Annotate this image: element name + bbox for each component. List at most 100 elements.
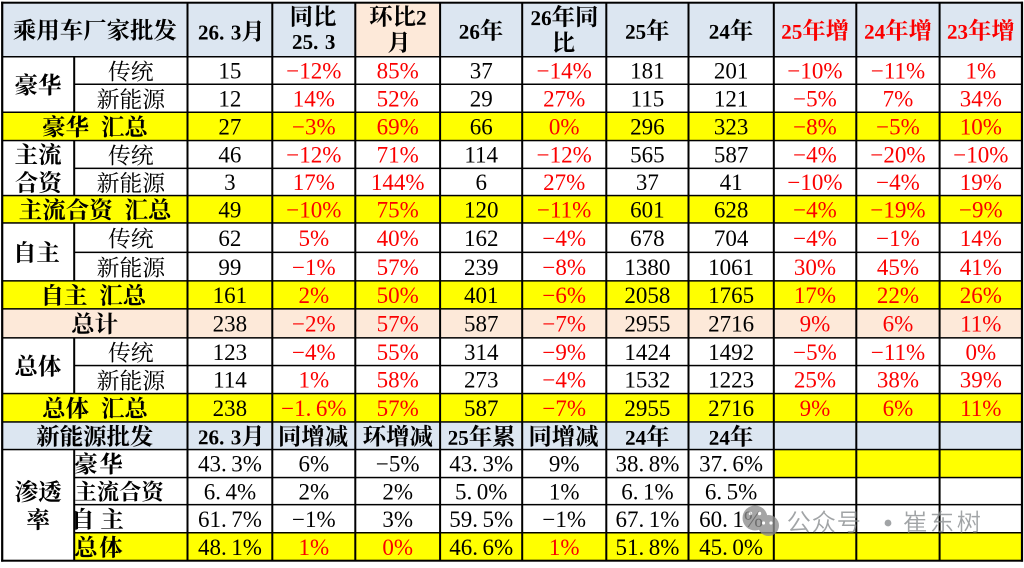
svg-text:−5%: −5% [793,340,837,365]
svg-text:37: 37 [470,59,493,84]
svg-text:29: 29 [470,87,493,112]
svg-text:17%: 17% [794,283,836,308]
svg-text:58%: 58% [377,368,419,393]
svg-text:11%: 11% [960,312,1001,337]
svg-text:−8%: −8% [793,115,837,140]
svg-text:587: 587 [464,396,499,421]
svg-text:49: 49 [218,197,241,222]
svg-text:601: 601 [630,197,665,222]
svg-text:239: 239 [464,255,499,280]
svg-text:587: 587 [464,312,499,337]
svg-text:2%: 2% [298,479,329,504]
svg-text:0%: 0% [382,535,413,560]
svg-text:120: 120 [464,197,499,222]
svg-text:−12%: −12% [537,143,592,168]
svg-text:37: 37 [636,170,659,195]
svg-text:9%: 9% [800,396,831,421]
svg-text:587: 587 [714,143,749,168]
svg-text:−11%: −11% [537,197,591,222]
svg-text:−4%: −4% [292,340,336,365]
svg-text:26%: 26% [960,283,1002,308]
svg-text:46: 46 [218,143,241,168]
svg-text:50%: 50% [377,283,419,308]
svg-text:55%: 55% [377,340,419,365]
svg-text:−19%: −19% [870,197,925,222]
svg-text:401: 401 [464,283,499,308]
svg-text:2955: 2955 [624,312,670,337]
svg-text:85%: 85% [377,59,419,84]
svg-text:238: 238 [213,312,248,337]
svg-text:1%: 1% [298,368,329,393]
svg-text:11%: 11% [960,396,1001,421]
svg-text:181: 181 [630,59,665,84]
svg-text:−10%: −10% [286,197,341,222]
svg-text:2955: 2955 [624,396,670,421]
svg-text:27%: 27% [543,170,585,195]
svg-text:628: 628 [714,197,749,222]
svg-text:2058: 2058 [624,283,670,308]
svg-text:7%: 7% [883,87,914,112]
svg-text:2%: 2% [298,283,329,308]
svg-text:201: 201 [714,59,749,84]
svg-text:27%: 27% [543,87,585,112]
svg-text:9%: 9% [800,312,831,337]
svg-text:0%: 0% [549,115,580,140]
svg-text:52%: 52% [377,87,419,112]
svg-text:30%: 30% [794,255,836,280]
svg-text:−4%: −4% [793,143,837,168]
svg-text:6%: 6% [883,396,914,421]
svg-text:−6%: −6% [542,283,586,308]
svg-text:45%: 45% [877,255,919,280]
svg-text:115: 115 [631,87,665,112]
svg-text:−1%: −1% [542,507,586,532]
svg-text:162: 162 [464,226,499,251]
svg-text:−2%: −2% [292,312,336,337]
svg-text:5%: 5% [298,226,329,251]
svg-text:71%: 71% [377,143,419,168]
svg-text:121: 121 [714,87,749,112]
svg-text:99: 99 [218,255,241,280]
svg-text:6%: 6% [883,312,914,337]
svg-text:144%: 144% [371,170,425,195]
svg-text:565: 565 [630,143,665,168]
svg-text:1%: 1% [965,59,996,84]
svg-text:−5%: −5% [376,452,420,477]
svg-text:57%: 57% [377,312,419,337]
svg-text:22%: 22% [877,283,919,308]
svg-text:3%: 3% [382,507,413,532]
svg-text:0%: 0% [965,340,996,365]
svg-text:123: 123 [213,340,248,365]
svg-text:−4%: −4% [793,197,837,222]
svg-text:−9%: −9% [542,340,586,365]
svg-text:296: 296 [630,115,665,140]
svg-text:69%: 69% [377,115,419,140]
svg-text:314: 314 [464,340,499,365]
svg-text:6.1%: 6. 1% [621,479,673,504]
svg-text:114: 114 [213,368,247,393]
svg-text:−12%: −12% [286,143,341,168]
svg-text:704: 704 [714,226,749,251]
svg-text:5.0%: 5. 0% [455,479,507,504]
svg-text:1%: 1% [549,479,580,504]
svg-text:−4%: −4% [876,170,920,195]
svg-text:75%: 75% [377,197,419,222]
svg-text:−5%: −5% [793,87,837,112]
svg-text:−8%: −8% [542,255,586,280]
svg-text:57%: 57% [377,396,419,421]
svg-text:19%: 19% [960,170,1002,195]
svg-text:41%: 41% [960,255,1002,280]
svg-text:−3%: −3% [292,115,336,140]
svg-text:−11%: −11% [871,340,925,365]
svg-text:−4%: −4% [542,226,586,251]
svg-text:39%: 39% [960,368,1002,393]
svg-text:6: 6 [475,170,487,195]
svg-text:2716: 2716 [708,312,754,337]
svg-text:−11%: −11% [871,59,925,84]
svg-text:34%: 34% [960,87,1002,112]
svg-text:1061: 1061 [708,255,754,280]
svg-text:−9%: −9% [959,197,1003,222]
svg-text:−20%: −20% [870,143,925,168]
svg-text:41: 41 [720,170,743,195]
svg-text:−1%: −1% [876,226,920,251]
svg-text:66: 66 [470,115,493,140]
